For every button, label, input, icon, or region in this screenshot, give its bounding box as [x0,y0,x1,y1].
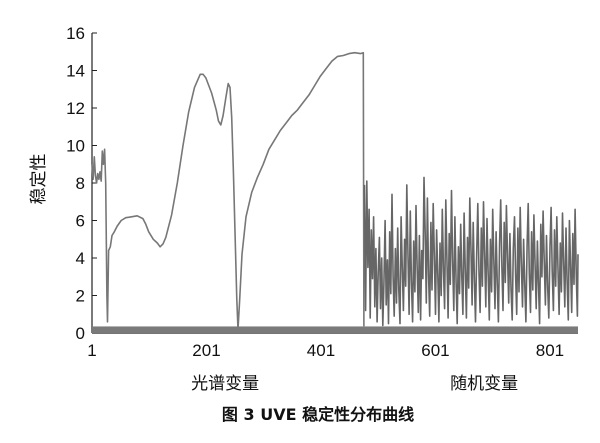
figure-caption: 图 3 UVE 稳定性分布曲线 [222,405,414,424]
y-tick-label: 6 [76,212,85,231]
y-tick-label: 8 [76,174,85,193]
x-tick-label: 1 [87,341,96,360]
x-tick-label: 201 [192,341,220,360]
x-segment-label: 随机变量 [450,374,518,394]
axes [91,33,578,334]
x-segment-labels: 光谱变量 随机变量 [191,374,518,394]
series-group [91,51,579,331]
x-tick-label: 801 [536,341,564,360]
y-tick-label: 14 [66,62,85,81]
y-tick-group: 0 2 4 6 8 10 12 14 16 [66,24,97,343]
y-tick-label: 2 [76,287,85,306]
x-tick-label: 401 [307,341,335,360]
x-tick-label: 601 [421,341,449,360]
series-line-random [363,176,579,327]
zero-baseline-group [92,326,578,333]
series-line-spectral [91,51,365,331]
x-segment-label: 光谱变量 [191,374,259,394]
y-tick-label: 10 [66,137,85,156]
y-tick-label: 0 [76,324,85,343]
x-tick-group: 1 201 401 601 801 [87,328,564,360]
y-axis-label: 稳定性 [29,154,49,205]
y-tick-label: 16 [66,24,85,43]
zero-baseline-band [92,326,578,333]
y-tick-label: 12 [66,99,85,118]
y-tick-label: 4 [76,249,85,268]
